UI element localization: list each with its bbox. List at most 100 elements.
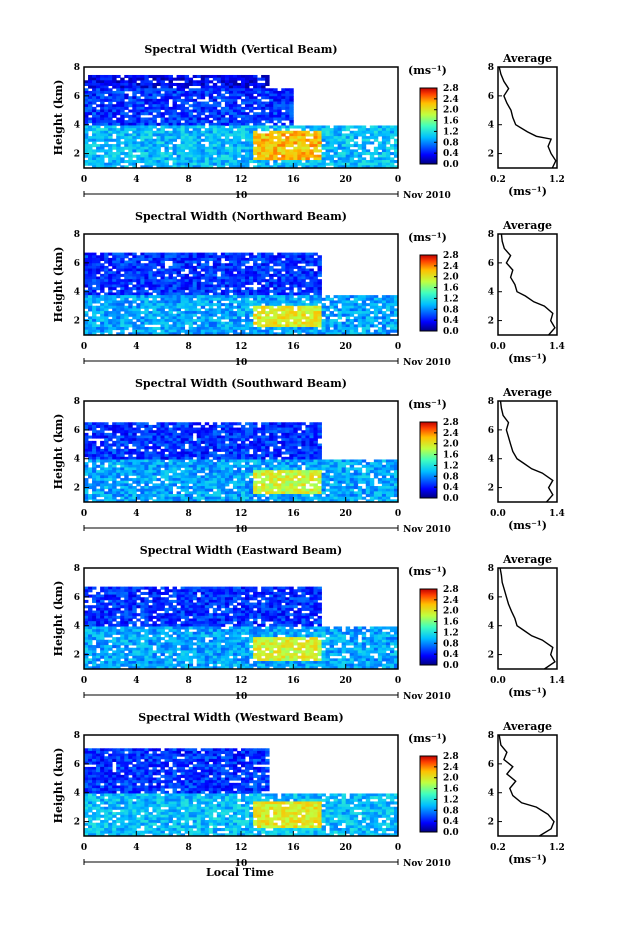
heatmap-cell xyxy=(277,319,281,322)
heatmap-cell xyxy=(253,99,257,102)
heatmap-cell xyxy=(229,470,233,473)
heatmap-cell xyxy=(140,433,144,436)
heatmap-cell xyxy=(370,131,374,134)
heatmap-cell xyxy=(346,157,350,160)
heatmap-cell xyxy=(257,316,261,319)
heatmap-cell xyxy=(233,287,237,290)
heatmap-cell xyxy=(317,125,321,128)
heatmap-cell xyxy=(88,274,92,277)
heatmap-cell xyxy=(177,422,181,425)
heatmap-cell xyxy=(96,319,100,322)
heatmap-cell xyxy=(293,452,297,455)
heatmap-cell xyxy=(229,115,233,118)
heatmap-cell xyxy=(362,163,366,166)
heatmap-cell xyxy=(100,306,104,309)
heatmap-cell xyxy=(197,120,201,123)
heatmap-cell xyxy=(88,78,92,81)
heatmap-cell xyxy=(100,319,104,322)
heatmap-cell xyxy=(193,327,197,330)
heatmap-cell xyxy=(88,292,92,295)
heatmap-cell xyxy=(144,88,148,91)
heatmap-cell xyxy=(144,282,148,285)
heatmap-cell xyxy=(322,306,326,309)
heatmap-cell xyxy=(241,120,245,123)
heatmap-cell xyxy=(233,311,237,314)
heatmap-cell xyxy=(181,91,185,94)
heatmap-cell xyxy=(160,454,164,457)
heatmap-cell xyxy=(197,163,201,166)
heatmap-cell xyxy=(152,91,156,94)
heatmap-cell xyxy=(88,269,92,272)
heatmap-cell xyxy=(148,436,152,439)
heatmap-cell xyxy=(334,149,338,152)
heatmap-cell xyxy=(140,94,144,97)
heatmap-cell xyxy=(160,253,164,256)
heatmap-cell xyxy=(338,298,342,301)
heatmap-cell xyxy=(257,457,261,460)
heatmap-cell xyxy=(301,295,305,298)
heatmap-cell xyxy=(116,454,120,457)
heatmap-cell xyxy=(152,452,156,455)
heatmap-cell xyxy=(156,425,160,428)
heatmap-cell xyxy=(249,444,253,447)
heatmap-cell xyxy=(309,152,313,155)
heatmap-cell xyxy=(88,300,92,303)
heatmap-cell xyxy=(96,327,100,330)
heatmap-cell xyxy=(213,104,217,107)
heatmap-cell xyxy=(96,123,100,126)
heatmap-cell xyxy=(156,102,160,105)
heatmap-cell xyxy=(132,316,136,319)
heatmap-cell xyxy=(285,311,289,314)
heatmap-cell xyxy=(96,144,100,147)
heatmap-cell xyxy=(136,86,140,89)
heatmap-cell xyxy=(181,444,185,447)
heatmap-cell xyxy=(253,295,257,298)
heatmap-cell xyxy=(374,128,378,131)
heatmap-cell xyxy=(289,94,293,97)
heatmap-cell xyxy=(354,125,358,128)
heatmap-cell xyxy=(112,324,116,327)
heatmap-cell xyxy=(104,131,108,134)
heatmap-cell xyxy=(92,258,96,261)
heatmap-cell xyxy=(289,308,293,311)
heatmap-cell xyxy=(342,462,346,465)
heatmap-cell xyxy=(301,136,305,139)
heatmap-cell xyxy=(225,290,229,293)
heatmap-cell xyxy=(257,133,261,136)
heatmap-cell xyxy=(140,282,144,285)
heatmap-cell xyxy=(209,316,213,319)
heatmap-cell xyxy=(136,102,140,105)
heatmap-cell xyxy=(88,147,92,150)
heatmap-cell xyxy=(233,115,237,118)
heatmap-cell xyxy=(281,123,285,126)
heatmap-cell xyxy=(120,441,124,444)
heatmap-cell xyxy=(92,449,96,452)
heatmap-cell xyxy=(197,452,201,455)
heatmap-cell xyxy=(281,292,285,295)
heatmap-cell xyxy=(128,465,132,468)
heatmap-cell xyxy=(165,428,169,431)
heatmap-cell xyxy=(96,266,100,269)
heatmap-cell xyxy=(342,465,346,468)
heatmap-cell xyxy=(100,444,104,447)
heatmap-cell xyxy=(100,115,104,118)
heatmap-cell xyxy=(309,139,313,142)
heatmap-cell xyxy=(309,438,313,441)
heatmap-cell xyxy=(233,298,237,301)
heatmap-cell xyxy=(189,430,193,433)
heatmap-cell xyxy=(185,441,189,444)
heatmap-cell xyxy=(124,467,128,470)
heatmap-cell xyxy=(140,157,144,160)
heatmap-cell xyxy=(197,287,201,290)
heatmap-cell xyxy=(124,144,128,147)
heatmap-cell xyxy=(169,290,173,293)
heatmap-cell xyxy=(233,96,237,99)
heatmap-cell xyxy=(181,459,185,462)
heatmap-cell xyxy=(205,457,209,460)
heatmap-cell xyxy=(116,102,120,105)
heatmap-cell xyxy=(116,80,120,83)
heatmap-cell xyxy=(144,438,148,441)
heatmap-cell xyxy=(160,449,164,452)
heatmap-cell xyxy=(108,115,112,118)
heatmap-cell xyxy=(104,279,108,282)
